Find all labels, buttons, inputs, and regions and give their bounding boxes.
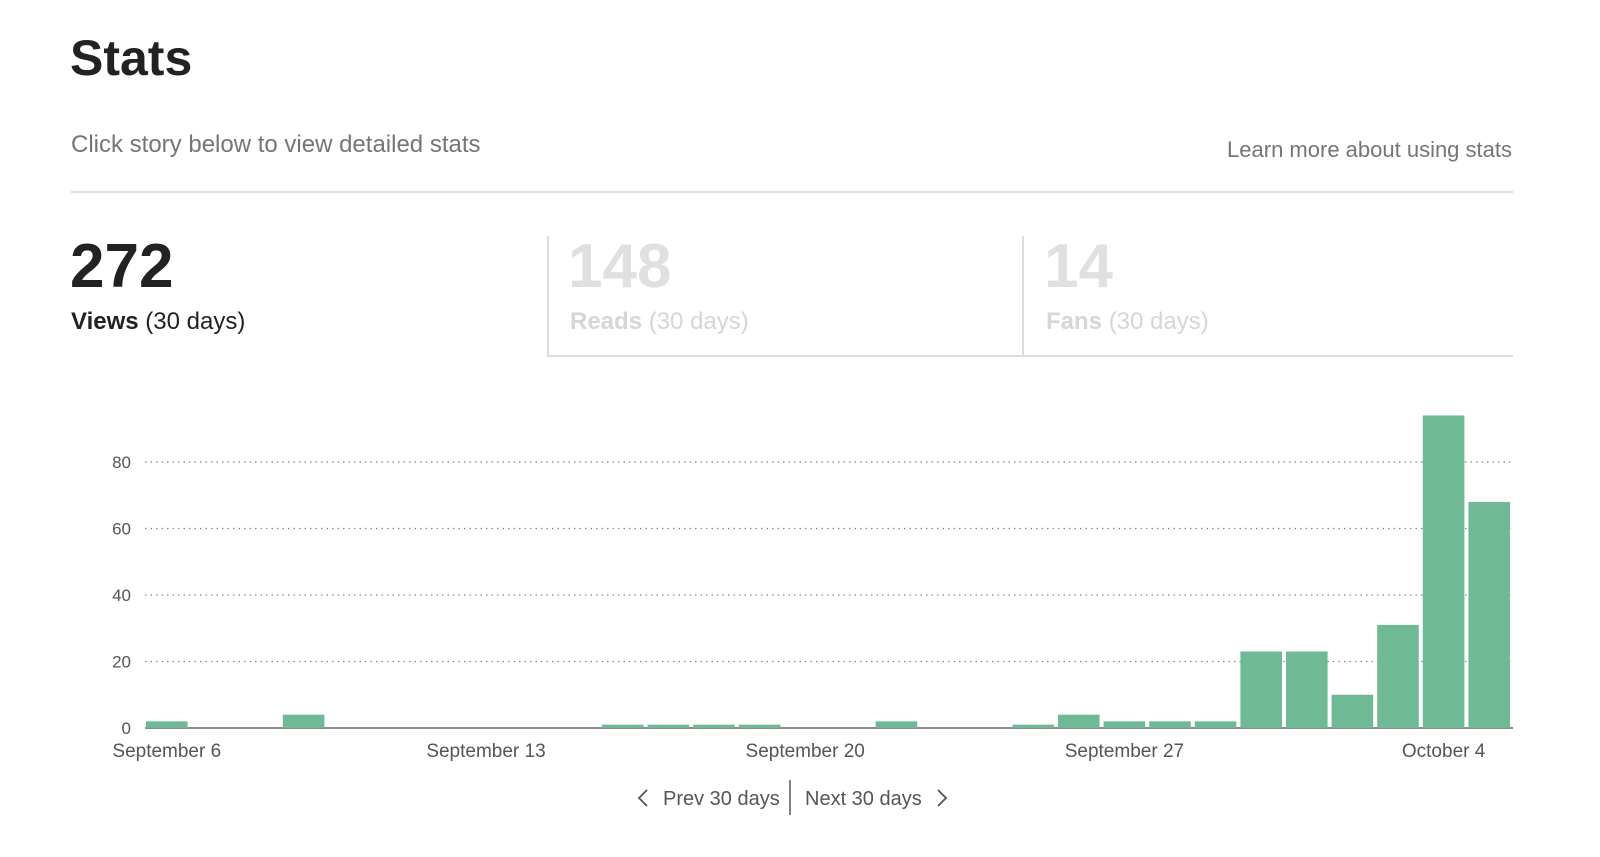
y-tick-label: 20 <box>112 653 131 672</box>
bar <box>1240 651 1282 728</box>
tab-value: 272 <box>70 232 173 301</box>
bar <box>1468 501 1510 728</box>
bar <box>693 724 735 728</box>
bar <box>1286 651 1328 728</box>
tab-period: (30 days) <box>649 308 749 335</box>
y-tick-label: 40 <box>112 586 131 605</box>
bar <box>738 724 781 728</box>
subtitle: Click story below to view detailed stats <box>71 131 481 158</box>
tab-metric: Reads <box>570 308 642 335</box>
chart: 0 20 40 60 80 September 6 September 13 Septembe… <box>112 415 1513 762</box>
tab-label: Reads (30 days) <box>570 308 749 335</box>
x-tick-label: September 27 <box>1065 741 1184 762</box>
tab-period: (30 days) <box>1109 308 1209 335</box>
y-tick-label: 80 <box>112 453 131 472</box>
tab-value: 148 <box>568 232 671 301</box>
tab-label: Fans (30 days) <box>1046 308 1209 335</box>
next-label: Next 30 days <box>805 788 922 810</box>
next-button[interactable]: Next 30 days <box>805 788 948 810</box>
bar <box>875 721 918 728</box>
x-tick-label: October 4 <box>1402 741 1486 762</box>
tab-label: Views (30 days) <box>71 308 245 335</box>
prev-button[interactable]: Prev 30 days <box>637 788 780 810</box>
bar <box>146 721 188 728</box>
tab-period: (30 days) <box>145 308 245 335</box>
bar <box>1012 724 1054 728</box>
tab-reads[interactable]: 148 Reads (30 days) <box>547 232 749 357</box>
bar <box>1194 721 1237 728</box>
bar <box>282 714 325 728</box>
prev-label: Prev 30 days <box>663 788 780 810</box>
bar <box>1149 721 1191 728</box>
x-tick-label: September 13 <box>426 741 545 762</box>
tab-value: 14 <box>1044 232 1113 301</box>
x-tick-label: September 20 <box>746 741 865 762</box>
tab-fans[interactable]: 14 Fans (30 days) <box>1022 232 1209 357</box>
help-link[interactable]: Learn more about using stats <box>1227 137 1512 162</box>
bar <box>647 724 690 728</box>
next-arrow <box>937 789 948 807</box>
bar <box>1377 624 1419 728</box>
x-tick-label: September 6 <box>112 741 221 762</box>
bar <box>1103 721 1146 728</box>
prev-arrow <box>637 789 648 807</box>
tab-metric: Views <box>71 308 139 335</box>
bar <box>1331 694 1374 728</box>
bar <box>1422 415 1465 728</box>
y-tick-label: 60 <box>112 520 131 539</box>
tab-metric: Fans <box>1046 308 1102 335</box>
page-title: Stats <box>70 30 192 86</box>
tab-views[interactable]: 272 Views (30 days) <box>70 232 245 335</box>
bar <box>602 724 644 728</box>
bar <box>1058 714 1100 728</box>
y-tick-label: 0 <box>122 719 131 738</box>
